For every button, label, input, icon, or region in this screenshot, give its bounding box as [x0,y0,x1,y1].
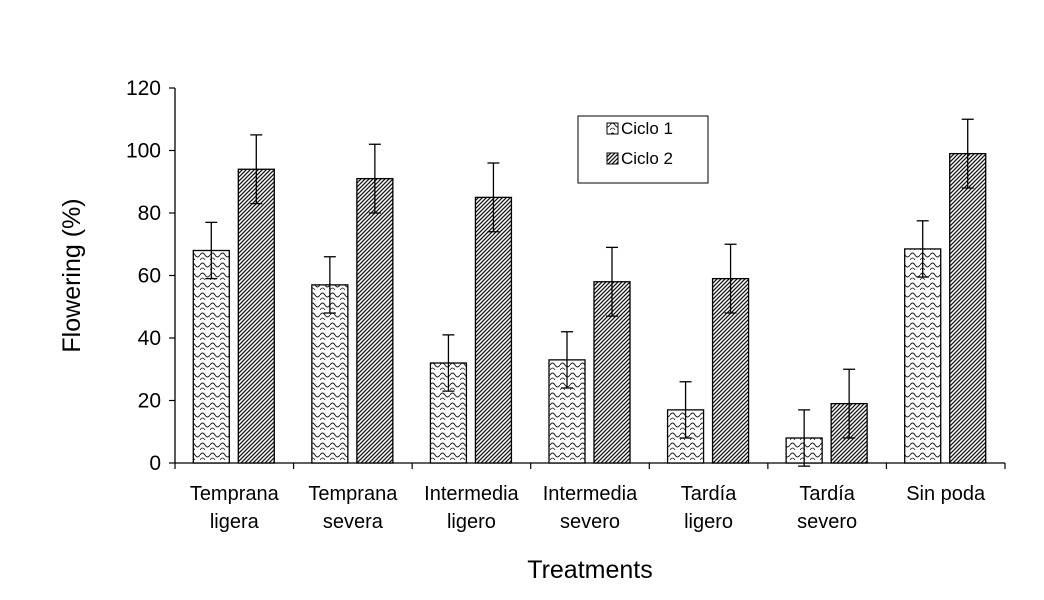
error-bar [798,409,811,467]
legend-box [577,115,709,184]
x-tick-label-line: Temprana [308,483,398,505]
x-tick-label: Temprana severa [308,483,398,533]
x-tick-label-line: ligera [210,511,260,533]
x-tick-label: Temprana ligera [190,483,280,533]
y-tick-label: 20 [138,390,161,413]
error-bar [205,221,218,280]
bar-ciclo-1 [192,249,230,464]
x-tick-label-line: Tardía [681,483,737,505]
bar-ciclo-1 [904,248,942,464]
legend: Ciclo 1 Ciclo 2 [577,115,709,184]
error-bar [679,381,692,439]
x-tick-label: Tardía severo [797,483,857,533]
error-bar [442,334,455,392]
x-tick-label-line: Temprana [190,483,280,505]
legend-label: Ciclo 2 [621,149,673,168]
y-tick-label: 80 [138,202,161,225]
x-axis-title: Treatments [527,556,653,584]
y-axis-title: Flowering (%) [58,198,86,352]
error-bar [323,256,336,314]
x-tick-label: Tardía ligero [681,483,737,533]
y-tick-label: 100 [126,140,161,163]
y-tick-label: 60 [138,265,161,288]
y-tick-label: 0 [149,452,161,475]
bar-ciclo-2 [237,168,275,464]
error-bar [368,143,381,214]
x-tick-label-line: ligero [684,511,733,533]
x-tick-label: Intermedia severo [543,483,638,533]
bar-ciclo-1 [548,359,586,464]
error-bar [961,118,974,189]
x-tick-label-line: severo [560,511,620,533]
x-tick-label-line: severa [323,511,384,533]
legend-swatch [606,122,619,135]
x-tick-label-line: Intermedia [424,483,519,505]
x-tick-label-line: ligero [447,511,496,533]
x-tick-label-line: Sin poda [906,483,986,505]
bar-ciclo-2 [949,152,987,464]
x-tick-label: Sin poda [906,483,986,505]
error-bar [487,162,500,233]
legend-swatch [606,152,619,165]
x-tick-label-line: Intermedia [543,483,638,505]
legend-label: Ciclo 1 [621,119,673,138]
x-tick-label-line: Tardía [799,483,855,505]
error-bar [250,134,263,205]
bar-ciclo-1 [311,284,349,464]
bar-ciclo-2 [474,196,513,464]
y-tick-label: 120 [126,77,161,100]
error-bar [606,246,618,317]
x-tick-label-line: severo [797,511,857,533]
error-bar [561,331,573,389]
x-tick-label: Intermedia ligero [424,483,519,533]
bar-ciclo-2 [356,177,394,464]
error-bar [843,368,856,439]
error-bar [916,220,929,278]
error-bar [724,243,737,314]
y-tick-label: 40 [138,327,161,350]
